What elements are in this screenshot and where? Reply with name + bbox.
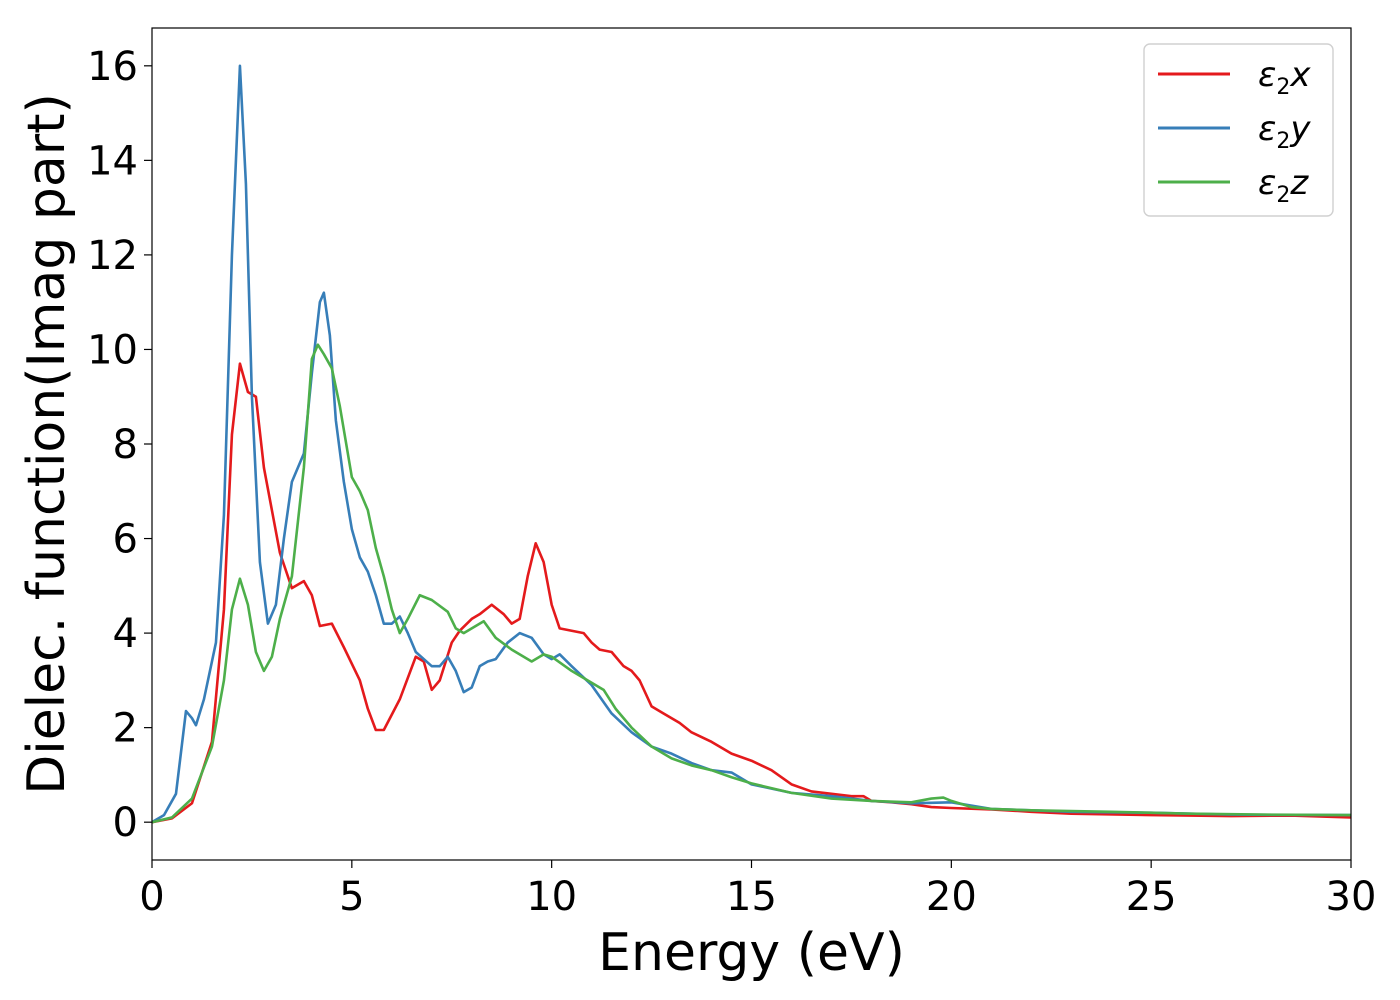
y-tick-label: 12 xyxy=(87,233,138,279)
x-tick-label: 10 xyxy=(526,874,577,920)
legend-box xyxy=(1143,43,1334,217)
series-line-x xyxy=(152,362,1351,824)
x-tick-label: 25 xyxy=(1126,874,1177,920)
y-tick-label: 0 xyxy=(113,800,138,846)
x-tick-label: 5 xyxy=(339,874,364,920)
y-axis-title: Dielec. function(Imag part) xyxy=(17,93,77,795)
series-line-z xyxy=(152,343,1351,824)
x-axis-ticks: 0 5 10 15 20 25 30 xyxy=(139,860,1376,920)
y-tick-label: 2 xyxy=(113,706,138,752)
x-tick-label: 0 xyxy=(139,874,164,920)
y-tick-label: 4 xyxy=(113,611,138,657)
legend-label-y: ε2y xyxy=(1258,109,1311,154)
series-line-y xyxy=(152,64,1351,824)
legend-label-z: ε2z xyxy=(1258,163,1309,208)
y-tick-label: 16 xyxy=(87,44,138,90)
x-tick-label: 15 xyxy=(726,874,777,920)
series-layer xyxy=(152,64,1351,824)
x-tick-label: 20 xyxy=(926,874,977,920)
y-tick-label: 14 xyxy=(87,138,138,184)
y-axis-ticks: 0 2 4 6 8 10 12 14 16 xyxy=(87,44,152,846)
y-tick-label: 10 xyxy=(87,327,138,373)
y-tick-label: 6 xyxy=(113,517,138,563)
legend-label-x: ε2x xyxy=(1258,55,1311,100)
x-axis-title: Energy (eV) xyxy=(598,923,905,983)
legend: ε2x ε2y ε2z xyxy=(1143,43,1334,217)
x-tick-label: 30 xyxy=(1326,874,1377,920)
y-tick-label: 8 xyxy=(113,422,138,468)
